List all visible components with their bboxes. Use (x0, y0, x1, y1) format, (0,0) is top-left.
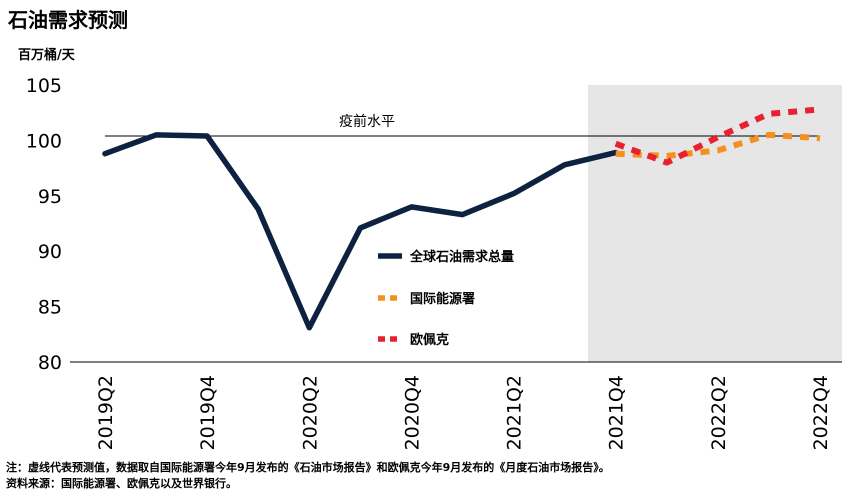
x-tick-label: 2021Q4 (606, 375, 628, 450)
series-line-1 (102, 132, 619, 331)
legend-label: 全球石油需求总量 (409, 249, 514, 265)
x-tick-label: 2020Q2 (299, 375, 321, 450)
y-tick-label: 90 (38, 241, 62, 263)
series-line-3 (614, 106, 821, 166)
y-tick-label: 105 (26, 75, 62, 97)
reference-line-label: 疫前水平 (339, 113, 395, 130)
legend-label: 国际能源署 (410, 291, 475, 307)
forecast-shade (588, 85, 842, 362)
y-tick-label: 100 (26, 130, 62, 152)
y-tick-label: 80 (38, 352, 62, 374)
legend-label: 欧佩克 (410, 332, 449, 348)
footnote-note: 注：虚线代表预测值，数据取自国际能源署今年9月发布的《石油市场报告》和欧佩克今年… (6, 461, 610, 474)
x-tick-label: 2019Q4 (197, 375, 219, 450)
footnote-source: 资料来源：国际能源署、欧佩克以及世界银行。 (6, 477, 237, 490)
y-tick-label: 95 (38, 186, 62, 208)
x-tick-label: 2021Q2 (504, 375, 526, 450)
chart-title: 石油需求预测 (8, 8, 128, 32)
y-tick-label: 85 (38, 297, 62, 319)
x-tick-label: 2019Q2 (95, 375, 117, 450)
x-tick-label: 2022Q4 (810, 375, 832, 450)
unit-label: 百万桶/天 (18, 48, 75, 63)
x-tick-label: 2022Q2 (708, 375, 730, 450)
x-tick-label: 2020Q4 (401, 375, 423, 450)
oil-demand-chart: 80 85 90 95 100 105 2019Q2 2019Q4 2020Q2 2020Q4 20… (26, 75, 842, 450)
